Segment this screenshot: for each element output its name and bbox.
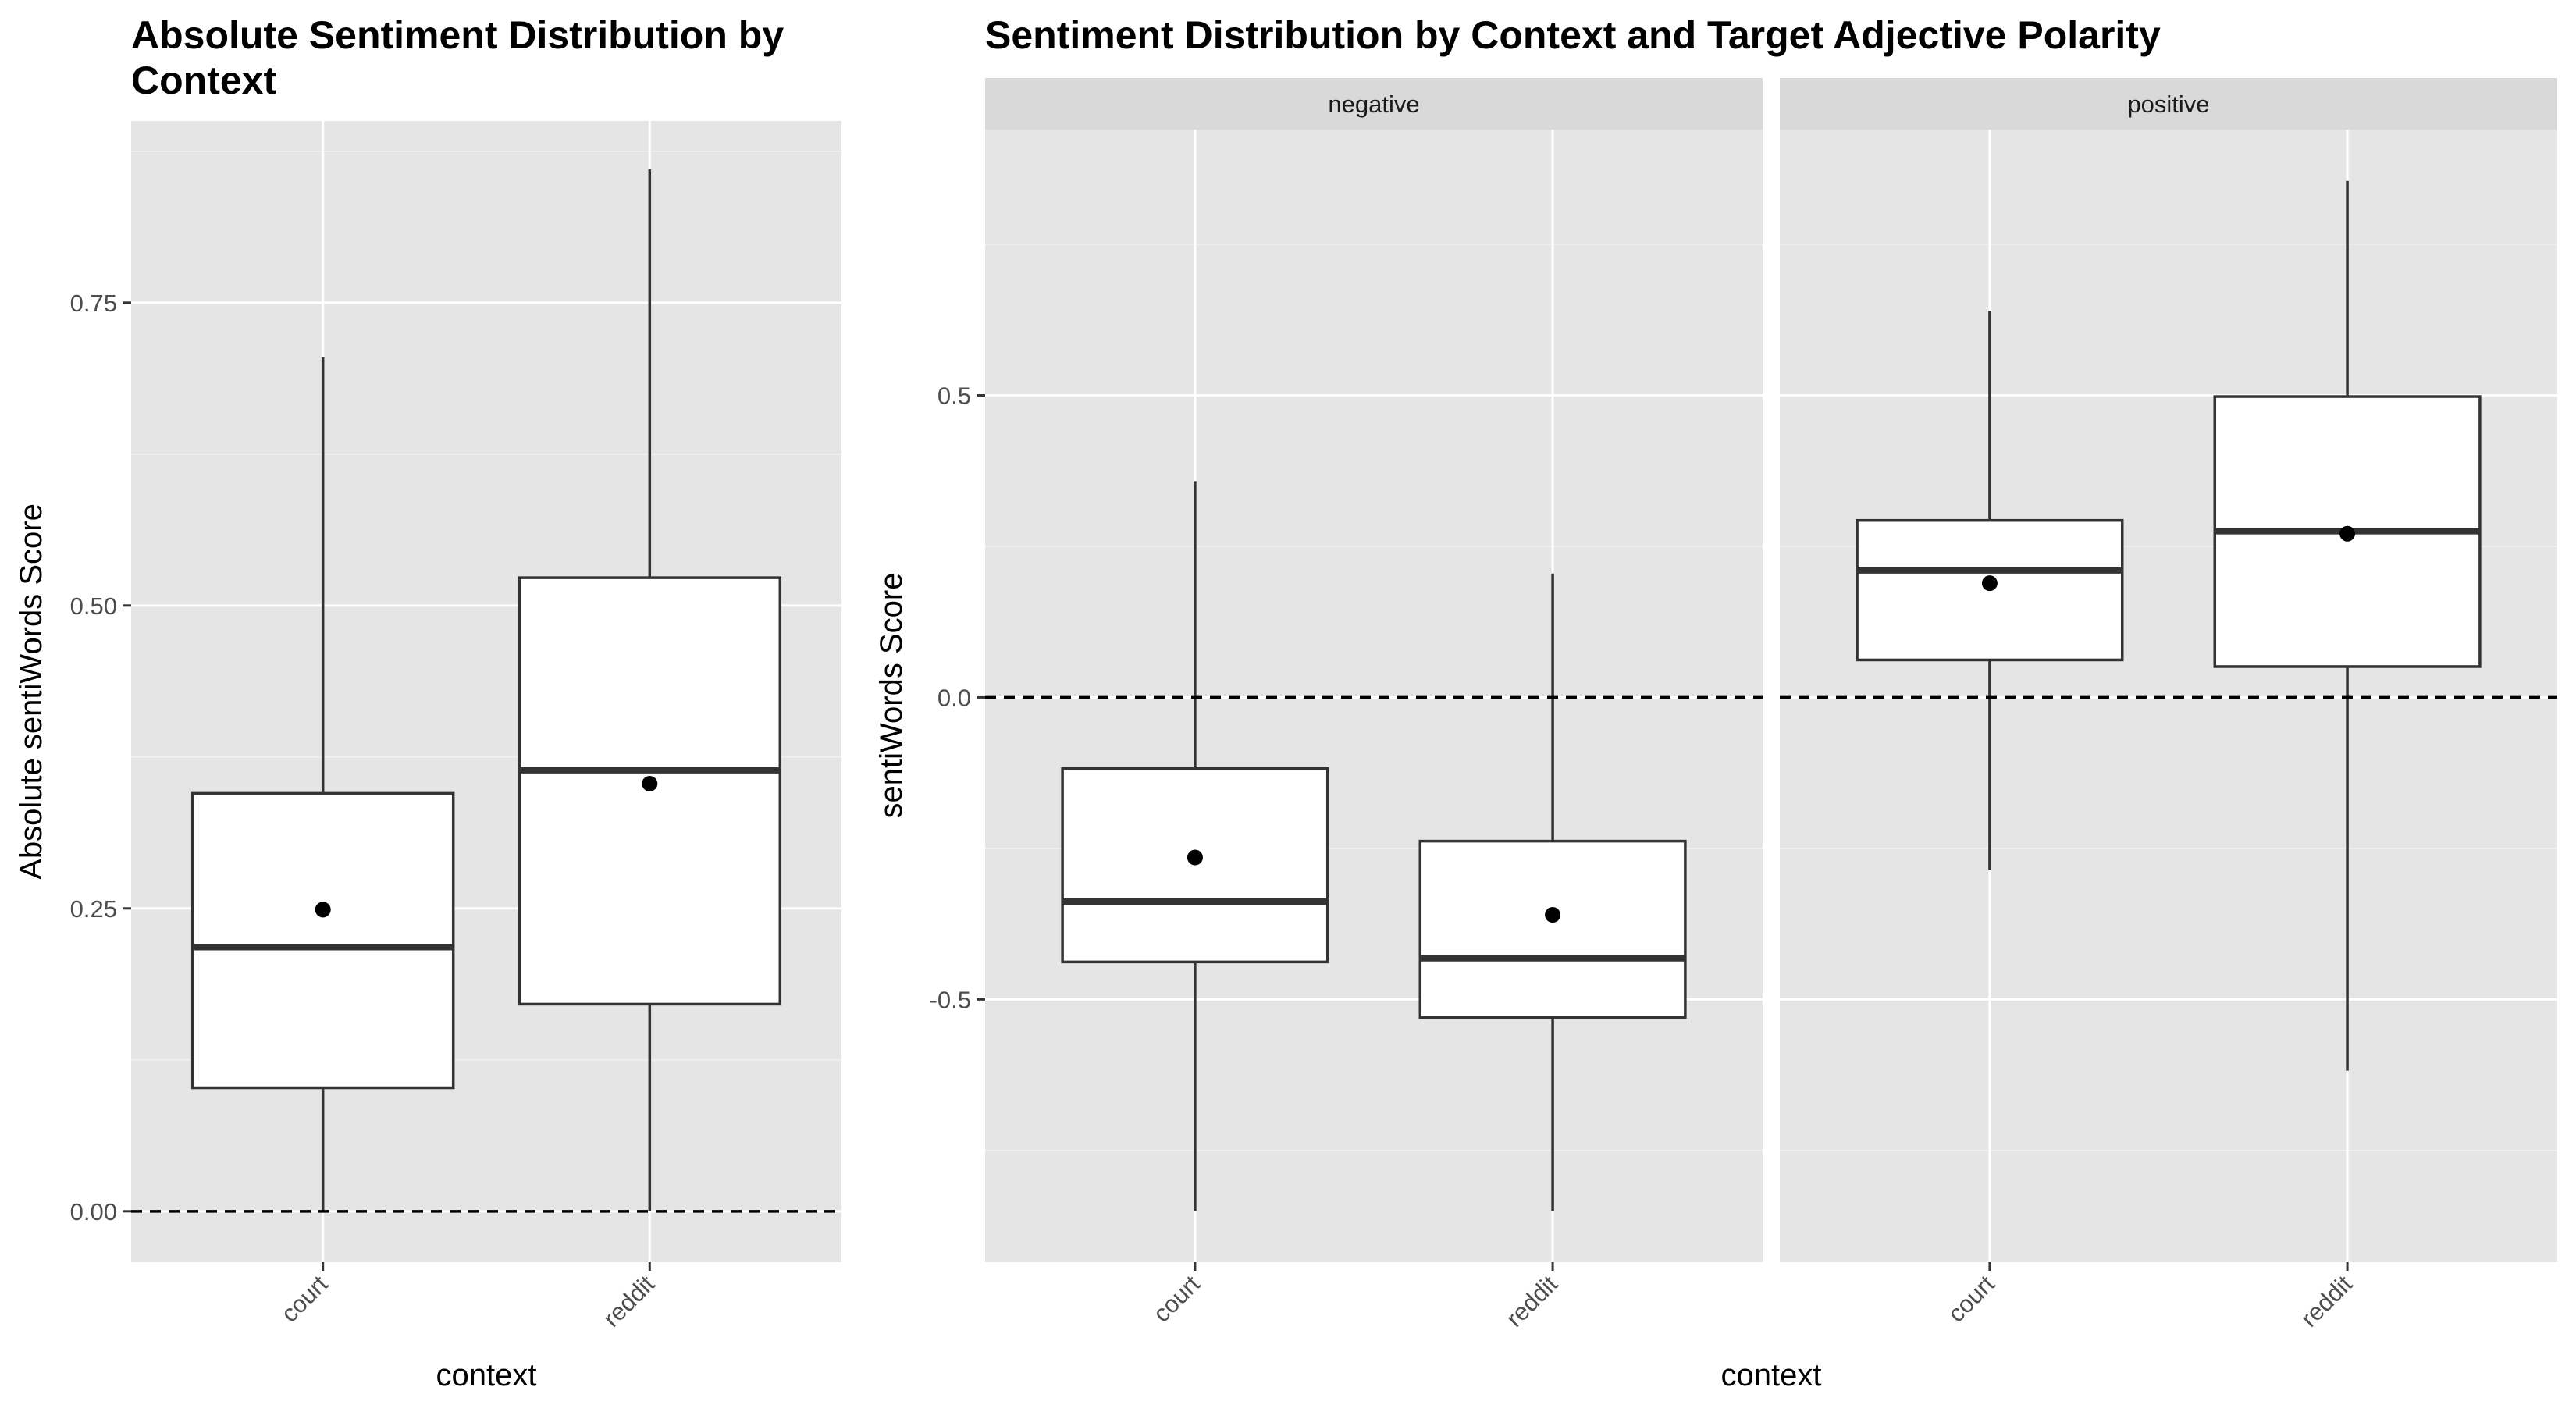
left-chart: Absolute Sentiment Distribution by Conte…: [14, 13, 841, 1393]
negative-box-reddit: [1418, 839, 1687, 1019]
negative-plot-panel: [985, 130, 1763, 1262]
right-y-tick-label: -0.5: [930, 986, 971, 1013]
left-y-tick-label: 0.50: [70, 592, 117, 620]
positive-plot-panel: [1780, 130, 2557, 1262]
right-y-tick-label: 0.5: [938, 382, 971, 410]
left-y-tick-label: 0.75: [70, 290, 117, 317]
right-y-axis: -0.5 0.0 0.5: [930, 382, 985, 1013]
right-chart-title: Sentiment Distribution by Context and Ta…: [985, 13, 2161, 57]
right-chart: Sentiment Distribution by Context and Ta…: [874, 13, 2557, 1393]
right-y-tick-label: 0.0: [938, 684, 971, 711]
facet-strip-positive: [1780, 78, 2557, 130]
left-boxplots: [131, 169, 841, 1213]
right-x-axis-label: context: [1721, 1358, 1822, 1393]
facet-strip-negative: [985, 78, 1763, 130]
left-mean-point-reddit: [642, 775, 658, 791]
left-x-axis-label: context: [436, 1358, 537, 1393]
negative-mean-point-court: [1187, 849, 1203, 866]
positive-mean-point-reddit: [2339, 525, 2356, 542]
left-y-axis: 0.00 0.25 0.50 0.75: [70, 290, 131, 1225]
left-box-court: [190, 791, 455, 1090]
right-boxplots: [985, 180, 2557, 1211]
left-y-axis-label: Absolute sentiWords Score: [14, 503, 48, 880]
left-chart-title-line-2: Context: [131, 59, 276, 102]
positive-mean-point-court: [1981, 575, 1998, 592]
left-y-tick-label: 0.25: [70, 895, 117, 923]
negative-mean-point-reddit: [1545, 907, 1561, 923]
negative-box-court: [1061, 767, 1329, 964]
left-y-tick-label: 0.00: [70, 1198, 117, 1225]
left-mean-point-court: [315, 902, 331, 918]
facet-label-positive: positive: [2127, 91, 2209, 118]
right-y-axis-label: sentiWords Score: [874, 573, 909, 819]
facet-label-negative: negative: [1328, 91, 1419, 118]
left-chart-title-line-1: Absolute Sentiment Distribution by: [131, 13, 784, 57]
